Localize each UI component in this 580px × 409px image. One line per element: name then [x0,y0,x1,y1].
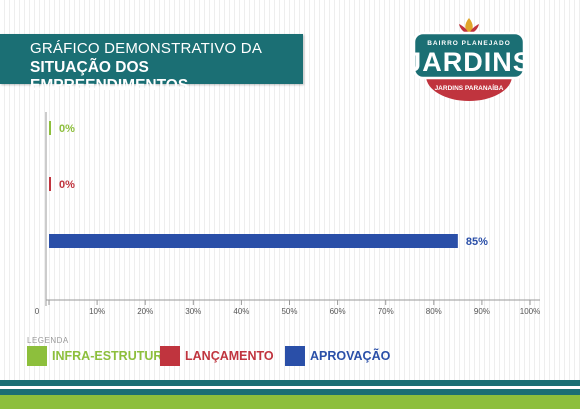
x-axis-ticks: 0 10% 20% 30% 40% 50% 60% 70% 80% 90% 100% [35,300,540,316]
x-tick-label: 60% [330,307,346,316]
x-tick-label: 30% [185,307,201,316]
legend-swatch-infra [27,346,47,366]
x-tick-label: 40% [233,307,249,316]
value-label-aprovacao: 85% [466,236,488,248]
bar-lancamento [49,177,51,191]
legend-title: LEGENDA [27,336,69,345]
x-tick-label: 50% [281,307,297,316]
bar-chart: 0 10% 20% 30% 40% 50% 60% 70% 80% 90% 100% 0% 0% 85% [35,112,540,316]
jardins-logo: BAIRRO PLANEJADO JARDINS JARDINS PARANAÍ… [410,18,528,101]
chart-value-labels: 0% 0% 85% [59,123,488,248]
footer-stripes [0,380,580,409]
leaf-icon [459,18,479,34]
bar-infra [49,121,51,135]
chart-bars [49,121,458,248]
x-tick-label: 90% [474,307,490,316]
x-tick-label: 0 [35,307,40,316]
legend-swatch-lancamento [160,346,180,366]
x-tick-label: 70% [378,307,394,316]
logo-main-text: JARDINS [410,47,528,77]
x-tick-label: 20% [137,307,153,316]
x-tick-label: 100% [520,307,540,316]
legend-label-infra: INFRA-ESTRUTURA [52,349,172,363]
legend-label-aprovacao: APROVAÇÃO [310,349,391,363]
logo-sub-text: JARDINS PARANAÍBA [435,83,504,92]
logo-top-text: BAIRRO PLANEJADO [427,40,511,47]
value-label-lancamento: 0% [59,179,75,191]
legend-label-lancamento: LANÇAMENTO [185,349,274,363]
x-tick-label: 10% [89,307,105,316]
title-line-2: SITUAÇÃO DOS EMPREENDIMENTOS [30,59,189,94]
x-tick-label: 80% [426,307,442,316]
bar-aprovacao [49,234,458,248]
title-line-1: GRÁFICO DEMONSTRATIVO DA [30,40,263,57]
legend-swatch-aprovacao [285,346,305,366]
logo-teal-box [412,31,526,80]
value-label-infra: 0% [59,123,75,135]
title-banner: GRÁFICO DEMONSTRATIVO DA SITUAÇÃO DOS EM… [0,34,303,94]
